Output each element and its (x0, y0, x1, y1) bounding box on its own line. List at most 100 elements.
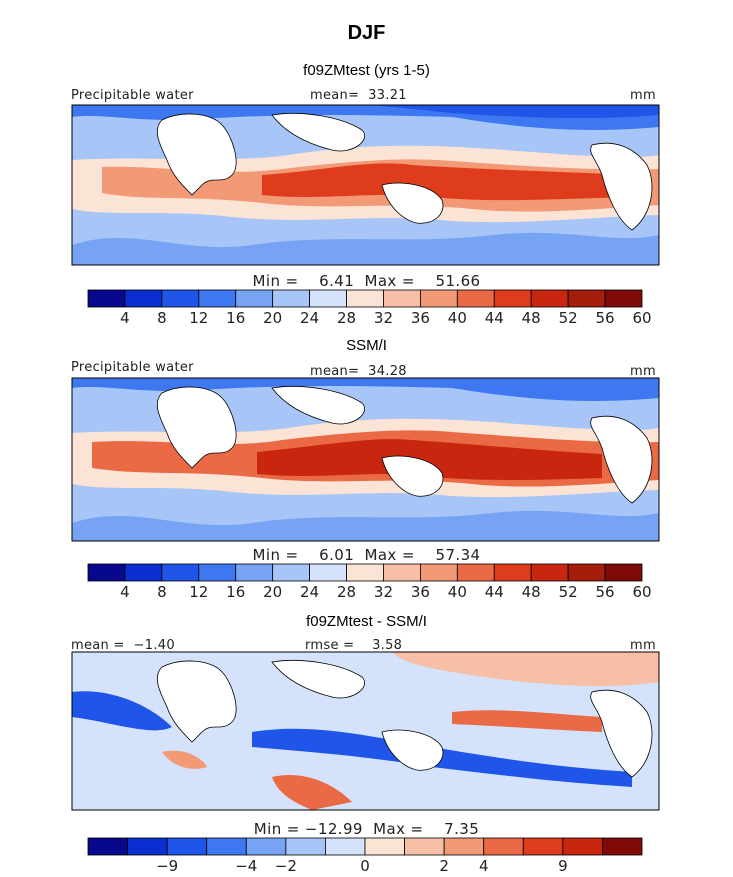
figure-title: DJF (347, 22, 386, 44)
panel-2-band-tropic-moist (72, 418, 659, 498)
panel-1-asia (271, 112, 365, 152)
panel-1-colorbar-tick: 28 (337, 309, 356, 327)
panel-1-frame (71, 104, 660, 266)
panel-3-colorbar-segment (206, 837, 247, 856)
panel-3-title: f09ZMtest - SSM/I (306, 613, 427, 630)
panel-2-africa (156, 386, 237, 469)
panel-1-colorbar-tick: 60 (632, 309, 651, 327)
panel-3-colorbar-tick: 9 (558, 857, 568, 875)
panel-2-colorbar-tick: 60 (632, 583, 651, 601)
panel-2-colorbar-segment (456, 563, 495, 582)
panel-1-colorbar-tick: 48 (522, 309, 541, 327)
panel-1-band-itcz-max (262, 163, 632, 201)
panel-2-landmasses (156, 385, 653, 504)
panel-1-variable-label: Precipitable water (71, 88, 194, 103)
panel-2-units: mm (630, 364, 656, 379)
panel-2-colorbar-segment (161, 563, 200, 582)
panel-2-colorbar-segment (493, 563, 532, 582)
panel-2-band-tropic-wet (92, 430, 659, 487)
panel-3-colorbar-segment (562, 837, 603, 856)
panel-3-stats: Min = −12.99 Max = 7.35 (253, 820, 480, 838)
panel-1-colorbar-segment (567, 289, 606, 308)
panel-1-colorbar-segment (235, 289, 274, 308)
panel-1-band-north-drier (372, 105, 659, 119)
panel-1-australia (381, 182, 444, 224)
panel-2-colorbar-segment (87, 563, 126, 582)
panel-2-colorbar-tick: 36 (411, 583, 430, 601)
panel-3-units: mm (630, 638, 656, 653)
panel-2-colorbar-segment (604, 563, 643, 582)
panel-1-colorbar-segment (346, 289, 384, 308)
panel-1-colorbar-segment (309, 289, 347, 308)
panel-3-colorbar-tick: 4 (479, 857, 489, 875)
panel-3-frame (71, 651, 660, 811)
panel-3-colorbar-segment (522, 837, 564, 856)
panel-2-variable-label: Precipitable water (71, 360, 194, 375)
panel-1-colorbar-tick: 32 (374, 309, 393, 327)
panel-2-colorbar-tick: 12 (189, 583, 208, 601)
panel-1-colorbar-tick: 40 (448, 309, 467, 327)
panel-3-band-atlantic-pos (162, 750, 207, 769)
panel-2-field-base (72, 378, 659, 541)
panel-3-colorbar-segment (404, 837, 445, 856)
panel-1-americas (590, 142, 653, 231)
panel-1-colorbar-tick: 44 (485, 309, 504, 327)
panel-1-colorbar-segment (87, 289, 126, 308)
panel-1-colorbar-tick: 12 (189, 309, 208, 327)
panel-1-band-south-dry (72, 232, 659, 265)
panel-3-colorbar-tick: 2 (439, 857, 449, 875)
panel-1-units: mm (630, 88, 656, 103)
panel-2-colorbar-segment (530, 563, 569, 582)
panel-1-colorbar-segment (604, 289, 643, 308)
panel-2-colorbar-segment (567, 563, 606, 582)
panel-1-band-tropic-wet (102, 159, 659, 212)
panel-1-mean-label: mean= 33.21 (310, 88, 407, 103)
panel-1-colorbar-tick: 20 (263, 309, 282, 327)
panel-2-asia (271, 385, 365, 425)
panel-3-colorbar-segment (443, 837, 485, 856)
panel-1-title: f09ZMtest (yrs 1-5) (303, 62, 430, 79)
panel-3-landmasses (156, 659, 653, 778)
panel-1-band-tropic-moist (72, 145, 659, 223)
panel-1-africa (156, 113, 237, 196)
panel-2-australia (381, 455, 444, 497)
panel-3-colorbar-tick: −2 (275, 857, 297, 875)
panel-2-colorbar-segment (235, 563, 274, 582)
panel-1-colorbar-tick: 4 (120, 309, 130, 327)
panel-2-colorbar-tick: 56 (596, 583, 615, 601)
panel-2-colorbar-segment (383, 563, 421, 582)
panel-1-colorbar-segment (272, 289, 310, 308)
panel-2-colorbar-segment (419, 563, 458, 582)
panel-2-colorbar-tick: 32 (374, 583, 393, 601)
panel-1-colorbar-segment (124, 289, 163, 308)
panel-2-colorbar-segment (346, 563, 384, 582)
panel-3-colorbar-segment (602, 837, 643, 856)
panel-3-colorbar-segment (285, 837, 326, 856)
panel-1-band-north-dry (72, 105, 659, 130)
panel-3-rmse-label: rmse = 3.58 (305, 638, 403, 653)
panel-3-colorbar-segment (245, 837, 287, 856)
panel-2-colorbar-tick: 20 (263, 583, 282, 601)
panel-3-band-atlantic-neg (72, 691, 172, 731)
panel-2-band-itcz-max (257, 439, 602, 480)
panel-1-colorbar-tick: 52 (559, 309, 578, 327)
panel-1-stats: Min = 6.41 Max = 51.66 (252, 272, 481, 290)
panel-3-field-base (72, 652, 659, 810)
panel-3-band-tropic-neg (252, 728, 632, 787)
panel-3-colorbar-segment (87, 837, 128, 856)
panel-1-colorbar-segment (456, 289, 495, 308)
panel-1-colorbar-segment (419, 289, 458, 308)
panel-3-colorbar-tick: 0 (360, 857, 370, 875)
panel-1-colorbar-tick: 24 (300, 309, 319, 327)
panel-1-colorbar-tick: 8 (157, 309, 167, 327)
panel-2-colorbar-segment (309, 563, 347, 582)
panel-1-colorbar-segment (161, 289, 200, 308)
panel-3-colorbar-segment (325, 837, 366, 856)
panel-2-colorbar-tick: 28 (337, 583, 356, 601)
panel-2-colorbar-segment (272, 563, 310, 582)
